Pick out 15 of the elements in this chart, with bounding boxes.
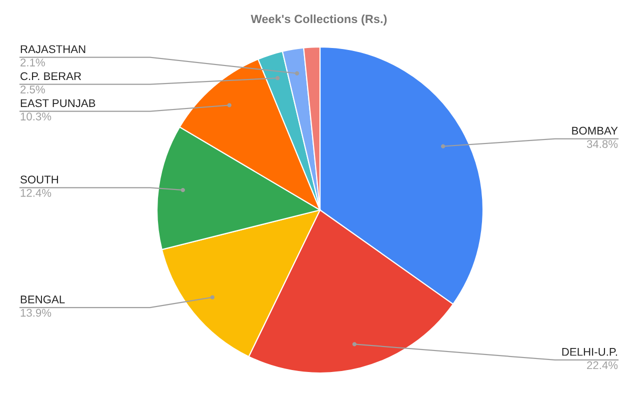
slice-label: DELHI-U.P. <box>562 348 617 356</box>
slice-label: EAST PUNJAB <box>20 99 96 108</box>
slice-label: BOMBAY <box>572 126 618 135</box>
data-label: 2.1% <box>20 58 45 66</box>
data-label: 13.9% <box>20 308 52 317</box>
slice-label: C.P. BERAR <box>20 72 82 80</box>
data-label: 22.4% <box>587 361 618 370</box>
data-label: 12.4% <box>20 188 52 197</box>
data-label: 10.3% <box>20 112 52 120</box>
data-label: 2.5% <box>20 86 45 94</box>
chart-title: Week's Collections (Rs.) <box>250 14 387 26</box>
slice-label: SOUTH <box>20 176 58 184</box>
slice-label: BENGAL <box>20 296 65 304</box>
slice-label: RAJASTHAN <box>20 45 86 54</box>
data-label: 34.8% <box>586 140 618 148</box>
